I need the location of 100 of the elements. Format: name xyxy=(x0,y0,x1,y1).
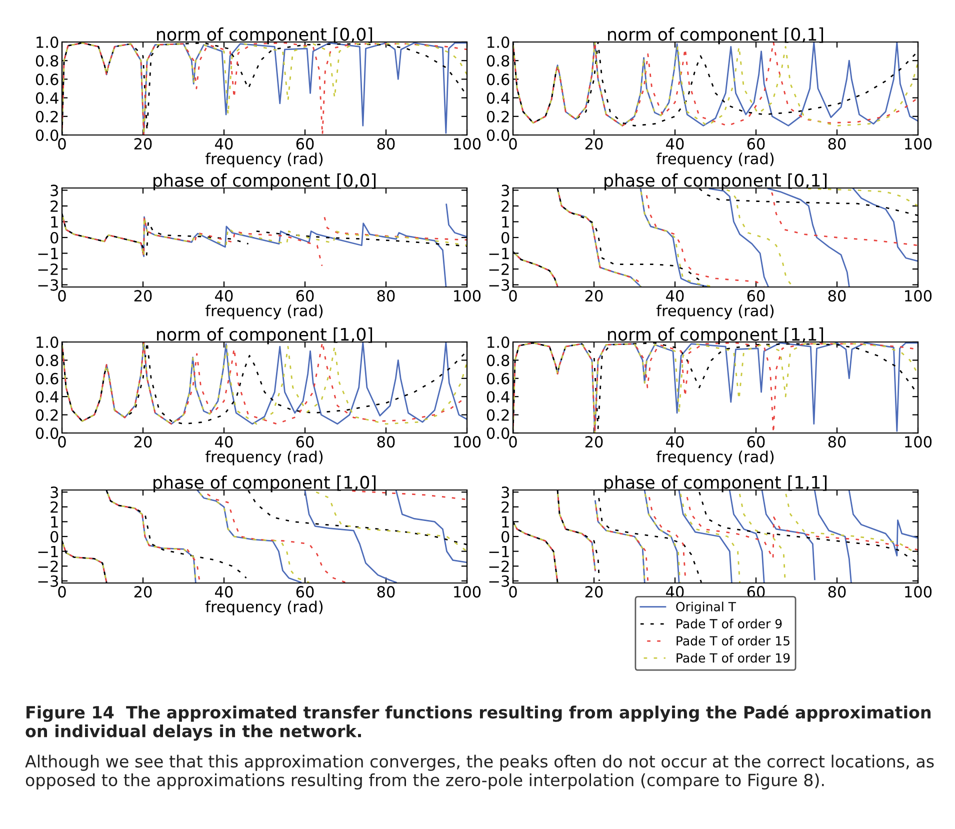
y-tick-label: −1 xyxy=(489,546,509,558)
y-tick-label: 0.8 xyxy=(36,354,58,366)
y-tick-label: −3 xyxy=(489,575,509,587)
y-tick-label: 0.4 xyxy=(486,92,510,104)
x-tick-label: 20 xyxy=(585,290,603,302)
x-axis-title: frequency (rad) xyxy=(656,304,774,320)
x-tick-label: 20 xyxy=(585,586,603,598)
x-tick-label: 80 xyxy=(377,436,395,448)
y-tick-label: 1 xyxy=(502,216,509,228)
x-tick-label: 80 xyxy=(828,436,846,448)
text: Although we see that this approximation converges, the peaks often do not occur at the correct locations, as opposed to the approximations resulting from the zero-pole interpolation (compare to Figure 8). xyxy=(25,754,934,790)
x-tick-label: 100 xyxy=(454,586,481,598)
y-tick-label: 0.0 xyxy=(486,427,510,440)
y-tick-label: 1.0 xyxy=(488,36,510,48)
x-tick-label: 20 xyxy=(585,436,603,448)
x-tick-label: 100 xyxy=(905,586,932,598)
y-tick-label: 2 xyxy=(50,501,58,513)
y-tick-label: 0.6 xyxy=(36,372,58,384)
x-tick-label: 20 xyxy=(134,586,152,598)
y-tick-label: 0.8 xyxy=(486,55,510,67)
x-tick-label: 100 xyxy=(454,436,481,448)
x-tick-label: 100 xyxy=(905,138,932,150)
x-tick-label: 40 xyxy=(666,138,684,150)
x-axis-title: frequency (rad) xyxy=(656,450,774,466)
x-tick-label: 60 xyxy=(296,138,314,150)
x-tick-label: 80 xyxy=(828,138,846,150)
legend-label: Original T xyxy=(676,602,736,614)
y-tick-label: 0.6 xyxy=(36,74,58,86)
y-tick-label: 0.2 xyxy=(36,110,58,122)
x-tick-label: 100 xyxy=(905,436,932,448)
x-axis-title: frequency (rad) xyxy=(205,600,323,616)
y-tick-label: 0.6 xyxy=(486,74,510,86)
y-tick-label: −1 xyxy=(38,546,58,558)
y-tick-label: 0.2 xyxy=(36,409,58,421)
y-tick-label: 0.4 xyxy=(36,391,58,403)
legend-label: Pade T of order 9 xyxy=(676,618,782,628)
x-tick-label: 100 xyxy=(454,138,481,150)
x-tick-label: 40 xyxy=(666,290,684,302)
y-tick-label: 0 xyxy=(502,530,510,543)
x-tick-label: 100 xyxy=(454,290,481,302)
y-tick-label: 2 xyxy=(50,200,58,212)
y-tick-label: 0.0 xyxy=(486,129,510,142)
y-tick-label: −2 xyxy=(38,560,58,572)
y-tick-label: −3 xyxy=(38,279,58,291)
y-tick-label: 1.0 xyxy=(36,36,58,48)
x-axis-title: frequency (rad) xyxy=(656,152,774,168)
x-tick-label: 20 xyxy=(585,138,603,150)
y-tick-label: 1.0 xyxy=(36,336,58,348)
caption: Figure 14 The approximated transfer functions resulting from applying the Padé approximation on individual delays in the network. xyxy=(26,705,931,741)
y-tick-label: 0.4 xyxy=(36,92,58,104)
y-tick-label: 0.8 xyxy=(36,55,58,67)
y-tick-label: −1 xyxy=(489,248,509,260)
y-tick-label: 0.2 xyxy=(486,110,509,122)
y-tick-label: 0 xyxy=(50,232,58,244)
y-tick-label: 3 xyxy=(502,184,509,196)
y-tick-label: 1 xyxy=(51,216,58,228)
x-axis-title: frequency (rad) xyxy=(205,152,323,168)
x-tick-label: 80 xyxy=(377,138,395,150)
y-tick-label: −1 xyxy=(38,248,58,260)
y-tick-label: 0.4 xyxy=(486,391,510,403)
y-tick-label: 0 xyxy=(502,232,510,244)
y-tick-label: 0.0 xyxy=(36,129,58,142)
y-tick-label: 0.8 xyxy=(486,354,510,366)
y-tick-label: 3 xyxy=(50,486,58,498)
y-tick-label: −2 xyxy=(489,263,509,275)
y-tick-label: −2 xyxy=(38,263,58,275)
x-axis-title: frequency (rad) xyxy=(205,304,323,320)
x-tick-label: 60 xyxy=(747,290,765,302)
y-tick-label: −3 xyxy=(38,575,58,587)
x-tick-label: 40 xyxy=(215,138,233,150)
x-tick-label: 60 xyxy=(296,586,314,598)
y-tick-label: 2 xyxy=(502,200,509,212)
x-tick-label: 40 xyxy=(215,436,233,448)
y-tick-label: 1.0 xyxy=(488,336,510,348)
y-tick-label: 1 xyxy=(502,516,509,528)
x-tick-label: 60 xyxy=(296,290,314,302)
x-tick-label: 20 xyxy=(134,138,152,150)
x-tick-label: 60 xyxy=(747,586,765,598)
x-tick-label: 40 xyxy=(666,436,684,448)
y-tick-label: 0.0 xyxy=(36,427,58,440)
y-tick-label: 0 xyxy=(50,530,58,543)
x-tick-label: 80 xyxy=(828,290,846,302)
y-tick-label: −2 xyxy=(489,560,509,572)
x-tick-label: 20 xyxy=(134,436,152,448)
y-tick-label: −3 xyxy=(489,279,509,291)
x-tick-label: 60 xyxy=(747,138,765,150)
legend-label: Pade T of order 19 xyxy=(676,652,790,663)
x-tick-label: 60 xyxy=(747,436,765,448)
x-tick-label: 40 xyxy=(215,290,233,302)
x-tick-label: 60 xyxy=(296,436,314,448)
x-tick-label: 80 xyxy=(377,290,395,302)
y-tick-label: 1 xyxy=(51,516,58,528)
y-tick-label: 3 xyxy=(502,486,509,498)
y-tick-label: 3 xyxy=(50,184,58,196)
y-tick-label: 0.6 xyxy=(486,372,510,384)
x-tick-label: 80 xyxy=(377,586,395,598)
x-tick-label: 80 xyxy=(828,586,846,598)
y-tick-label: 2 xyxy=(502,501,509,513)
legend-label: Pade T of order 15 xyxy=(676,636,790,646)
x-tick-label: 100 xyxy=(905,290,932,302)
